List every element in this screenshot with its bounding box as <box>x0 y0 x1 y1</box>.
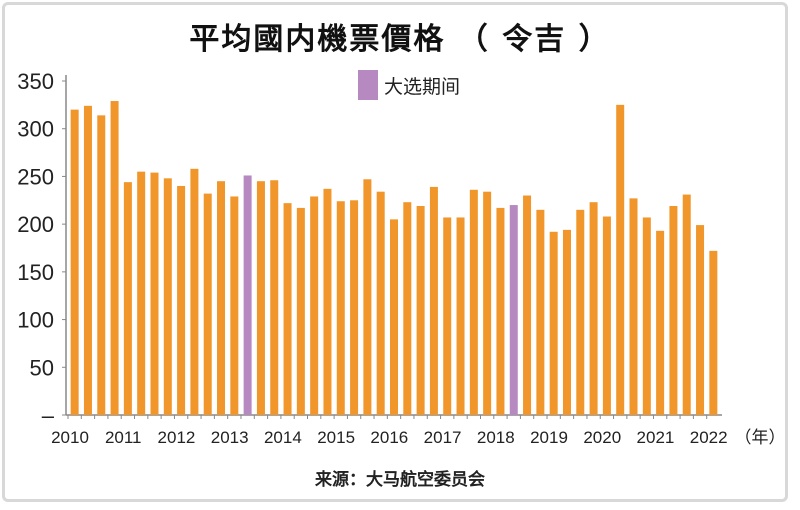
bar <box>296 207 305 415</box>
x-tick-label: 2014 <box>264 428 302 447</box>
bar <box>323 188 332 415</box>
bar <box>336 201 345 415</box>
legend-label-election: 大选期间 <box>384 75 461 98</box>
y-tick-label: 50 <box>30 355 54 380</box>
bar <box>97 115 106 416</box>
legend: 大选期间 <box>358 70 460 100</box>
bar <box>203 193 212 415</box>
legend-swatch-election <box>358 70 378 100</box>
bar <box>696 225 705 415</box>
x-tick-label: 2012 <box>158 428 196 447</box>
x-tick-label: 2013 <box>211 428 249 447</box>
bar <box>283 203 292 415</box>
y-tick-label: 100 <box>17 308 54 333</box>
bar <box>310 196 319 415</box>
bar <box>137 171 146 415</box>
x-tick-label: 2010 <box>51 428 89 447</box>
x-tick-label: 2022 <box>690 428 728 447</box>
x-axis-label: （年） <box>735 428 786 447</box>
bar <box>363 179 372 415</box>
bar <box>682 194 691 415</box>
bar <box>496 207 505 415</box>
y-tick-label: 250 <box>17 164 54 189</box>
bar <box>523 195 532 415</box>
bar <box>709 250 718 415</box>
bar <box>429 186 438 415</box>
bar <box>150 172 159 415</box>
bar <box>190 168 199 415</box>
bar <box>70 109 79 415</box>
bar <box>616 104 625 415</box>
x-tick-label: 2018 <box>477 428 515 447</box>
x-tick-label: 2016 <box>370 428 408 447</box>
source-note: 来源：大马航空委员会 <box>315 470 485 490</box>
bar <box>390 219 398 415</box>
y-tick-label: 350 <box>17 69 54 94</box>
bar <box>350 200 359 415</box>
x-tick-label: 2020 <box>583 428 621 447</box>
bar <box>576 209 585 415</box>
chart-title: 平均國内機票價格 （ 令吉 ） <box>189 22 611 57</box>
x-tick-label: 2017 <box>424 428 462 447</box>
x-tick-label: 2011 <box>105 428 142 447</box>
bar-election <box>509 205 518 415</box>
y-tick-label: 200 <box>17 212 54 237</box>
bar <box>256 181 265 415</box>
bar-election <box>243 175 252 415</box>
bar <box>270 180 279 415</box>
bar <box>656 230 665 415</box>
bar <box>163 178 172 415</box>
bar <box>123 182 132 415</box>
bar <box>416 206 425 415</box>
bar <box>469 189 478 415</box>
bar <box>483 191 492 415</box>
x-tick-label: 2019 <box>530 428 568 447</box>
bar <box>549 231 558 415</box>
bar <box>83 105 92 415</box>
bar <box>629 198 638 415</box>
bar <box>669 206 678 415</box>
x-tick-label: 2015 <box>317 428 355 447</box>
y-tick-label: 300 <box>17 117 54 142</box>
bar <box>230 196 239 415</box>
bar <box>536 209 545 415</box>
bar <box>376 191 385 415</box>
bar <box>642 217 651 415</box>
bar <box>602 216 611 415</box>
bar <box>443 217 452 415</box>
bar <box>562 229 571 415</box>
y-tick-label: – <box>42 403 55 428</box>
bar <box>217 181 226 415</box>
bar <box>589 202 598 415</box>
x-tick-label: 2021 <box>637 428 675 447</box>
chart-frame <box>2 2 788 502</box>
bar <box>177 185 186 415</box>
bar <box>456 217 465 415</box>
bar <box>110 101 119 415</box>
y-tick-label: 150 <box>17 260 54 285</box>
bar <box>403 202 412 415</box>
